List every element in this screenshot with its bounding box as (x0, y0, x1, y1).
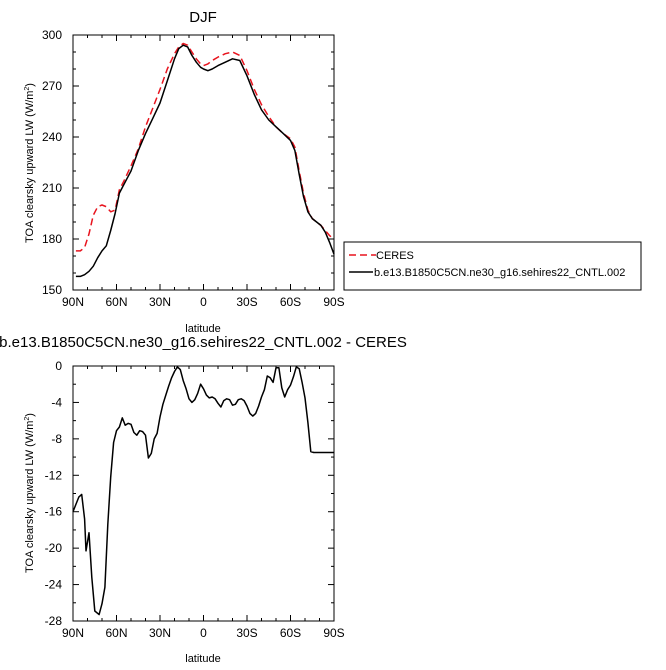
y-tick-label: 180 (42, 232, 62, 246)
x-tick-label: 30S (236, 626, 257, 640)
bottom-plot-ticks (72, 365, 335, 622)
top-x-axis-label: latitude (185, 323, 220, 335)
bottom-plot-series (72, 366, 334, 616)
y-tick-label: -8 (51, 432, 62, 446)
bottom-plot-frame (72, 365, 335, 622)
legend-label-model: b.e13.B1850C5CN.ne30_g16.sehires22_CNTL.… (374, 267, 625, 279)
top-chart-title: DJF (189, 9, 217, 26)
bottom-x-axis-label: latitude (185, 653, 220, 665)
x-tick-label: 30N (149, 626, 171, 640)
series-line-1-0 (72, 366, 334, 616)
x-tick-label: 30N (149, 295, 171, 309)
legend: CERES b.e13.B1850C5CN.ne30_g16.sehires22… (343, 241, 642, 291)
top-y-tick-labels: 150 180 210 240 270 300 (42, 28, 62, 297)
x-tick-label: 60N (105, 626, 127, 640)
top-y-axis-label: TOA clearsky upward LW (W/m2) (24, 83, 36, 243)
bottom-y-tick-labels: -28 -24 -20 -16 -12 -8 -4 0 (45, 359, 63, 628)
x-tick-label: 90N (62, 626, 84, 640)
y-tick-label: -12 (45, 468, 63, 482)
bottom-x-tick-labels: 90N 60N 30N 0 30S 60S 90S (62, 626, 345, 640)
bottom-y-axis-label-sup: 2 (24, 417, 31, 421)
top-y-axis-label-close: ) (24, 83, 36, 87)
y-tick-label: 0 (55, 359, 62, 373)
y-tick-label: -16 (45, 505, 63, 519)
y-tick-label: 270 (42, 79, 62, 93)
x-tick-label: 0 (200, 295, 207, 309)
bottom-y-axis-label: TOA clearsky upward LW (W/m2) (24, 413, 36, 573)
top-y-axis-label-main: TOA clearsky upward LW (W/m (24, 91, 36, 243)
y-tick-label: -28 (45, 614, 63, 628)
x-tick-label: 60S (280, 295, 301, 309)
top-plot-ticks (72, 34, 335, 291)
x-tick-label: 90S (323, 626, 344, 640)
y-tick-label: 150 (42, 283, 62, 297)
x-tick-label: 90S (323, 295, 344, 309)
x-tick-label: 90N (62, 295, 84, 309)
top-y-axis-label-sup: 2 (24, 87, 31, 91)
series-line-0-1 (75, 44, 335, 278)
x-tick-label: 0 (200, 626, 207, 640)
bottom-y-axis-label-close: ) (24, 413, 36, 417)
series-line-0-0 (75, 42, 335, 252)
bottom-y-axis-label-main: TOA clearsky upward LW (W/m (24, 421, 36, 573)
bottom-chart-title: b.e13.B1850C5CN.ne30_g16.sehires22_CNTL.… (0, 334, 407, 351)
x-tick-label: 60S (280, 626, 301, 640)
x-tick-label: 60N (105, 295, 127, 309)
legend-box (343, 241, 642, 291)
x-tick-label: 30S (236, 295, 257, 309)
top-x-tick-labels: 90N 60N 30N 0 30S 60S 90S (62, 295, 345, 309)
y-tick-label: -4 (51, 395, 62, 409)
y-tick-label: 210 (42, 181, 62, 195)
y-tick-label: -24 (45, 578, 63, 592)
y-tick-label: -20 (45, 541, 63, 555)
bottom-panel: b.e13.B1850C5CN.ne30_g16.sehires22_CNTL.… (0, 334, 407, 665)
top-panel: DJF 90N 60N 30N 0 30S 60S 90S 150 180 210 240 270 3… (24, 9, 642, 335)
legend-label-ceres: CERES (376, 250, 414, 262)
top-plot-series (75, 42, 335, 278)
y-tick-label: 240 (42, 130, 62, 144)
top-plot-frame (72, 34, 335, 291)
y-tick-label: 300 (42, 28, 62, 42)
